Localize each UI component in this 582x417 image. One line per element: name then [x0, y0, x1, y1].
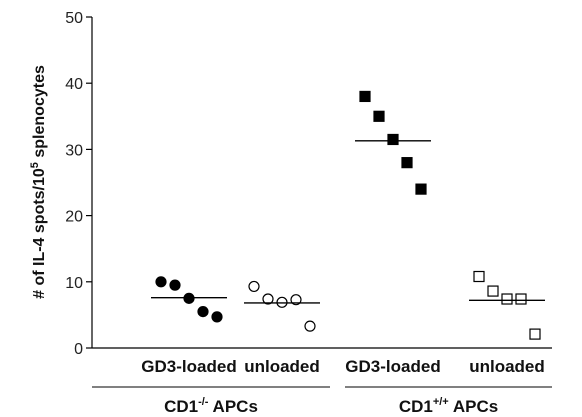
y-axis-label: # of IL-4 spots/105 splenocytes [29, 65, 48, 299]
data-point [262, 293, 274, 305]
data-point [197, 305, 209, 318]
group-label: CD1-/- APCs [164, 396, 258, 416]
group-labels: CD1-/- APCs CD1+/+ APCs [92, 386, 552, 416]
x-category-label: GD3-loaded [141, 357, 236, 376]
data-point [248, 280, 260, 293]
data-point [487, 285, 499, 297]
x-category-label: GD3-loaded [345, 357, 440, 376]
data-point [515, 293, 527, 305]
data-point [290, 294, 302, 306]
data-point [415, 183, 427, 195]
x-category-label: unloaded [244, 357, 320, 376]
mean-lines [151, 140, 545, 304]
category-labels: GD3-loaded unloaded GD3-loaded unloaded [141, 357, 544, 376]
y-tick-label: 0 [74, 341, 83, 358]
axes [91, 17, 552, 349]
x-category-label: unloaded [469, 357, 545, 376]
data-point [373, 110, 385, 122]
data-points [155, 90, 541, 340]
y-axis-label-exponent: 5 [29, 162, 41, 168]
data-point [169, 279, 181, 291]
group-label: CD1+/+ APCs [399, 396, 498, 416]
data-point [359, 90, 371, 103]
y-tick-label: 10 [65, 275, 83, 292]
data-point [473, 270, 485, 283]
y-axis-label-text: # of IL-4 spots/10 [31, 168, 48, 299]
data-point [501, 293, 513, 305]
y-tick-label: 40 [65, 76, 83, 93]
y-tick-label: 30 [65, 142, 83, 159]
y-ticks: 0 10 20 30 40 50 [65, 10, 92, 358]
data-point [387, 133, 399, 146]
data-point [211, 311, 223, 323]
y-tick-label: 20 [65, 209, 83, 226]
y-tick-label: 50 [65, 10, 83, 27]
data-point [401, 157, 413, 169]
data-point [529, 328, 541, 340]
data-point [304, 320, 316, 332]
data-point [155, 276, 167, 288]
y-axis-label-unit: splenocytes [31, 65, 48, 162]
